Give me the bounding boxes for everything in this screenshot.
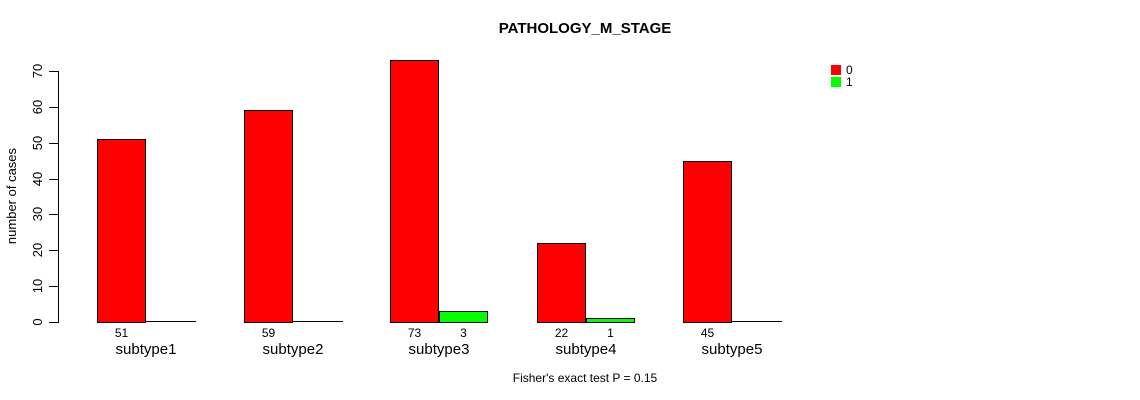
annotation-caption: Fisher's exact test P = 0.15 xyxy=(512,371,658,385)
y-tick-label: 50 xyxy=(30,135,45,151)
x-category-label: subtype5 xyxy=(701,341,763,358)
y-tick-label: 70 xyxy=(30,63,45,79)
zero-bar-subtype5-series1 xyxy=(732,321,782,322)
y-axis-tick xyxy=(49,71,58,72)
bar-value-label: 73 xyxy=(407,326,422,340)
zero-bar-subtype2-series1 xyxy=(293,321,343,322)
y-tick-label: 40 xyxy=(30,171,45,187)
y-tick-label: 0 xyxy=(30,318,45,326)
x-category-label: subtype3 xyxy=(408,341,470,358)
y-tick-label: 60 xyxy=(30,99,45,115)
y-axis-tick xyxy=(49,179,58,180)
legend-swatch-red xyxy=(831,65,841,75)
x-category-label: subtype4 xyxy=(555,341,617,358)
bar-subtype4-series0 xyxy=(537,243,586,323)
y-axis-tick xyxy=(49,286,58,287)
legend-swatch-green xyxy=(831,77,841,87)
y-axis-tick xyxy=(49,214,58,215)
y-axis-line xyxy=(58,71,59,323)
x-category-label: subtype1 xyxy=(115,341,177,358)
bar-subtype4-series1 xyxy=(586,318,635,323)
y-axis-tick xyxy=(49,107,58,108)
bar-value-label: 3 xyxy=(460,326,467,340)
bar-subtype1-series0 xyxy=(97,139,146,323)
bar-value-label: 51 xyxy=(114,326,129,340)
y-axis-tick xyxy=(49,322,58,323)
y-tick-label: 20 xyxy=(30,242,45,258)
legend: 0 1 xyxy=(831,63,853,89)
y-tick-label: 10 xyxy=(30,278,45,294)
bar-value-label: 1 xyxy=(607,326,614,340)
bar-subtype3-series0 xyxy=(390,60,439,323)
legend-item-1: 1 xyxy=(831,75,853,89)
y-tick-label: 30 xyxy=(30,206,45,222)
bar-value-label: 45 xyxy=(700,326,715,340)
x-category-label: subtype2 xyxy=(262,341,324,358)
legend-item-0: 0 xyxy=(831,63,853,77)
bar-subtype3-series1 xyxy=(439,311,488,323)
zero-bar-subtype1-series1 xyxy=(146,321,196,322)
y-axis-tick xyxy=(49,143,58,144)
legend-label-0: 0 xyxy=(846,63,853,77)
bar-value-label: 22 xyxy=(554,326,569,340)
y-axis-tick xyxy=(49,250,58,251)
bar-value-label: 59 xyxy=(261,326,276,340)
bar-subtype2-series0 xyxy=(244,110,293,323)
legend-label-1: 1 xyxy=(846,75,853,89)
chart-title: PATHOLOGY_M_STAGE xyxy=(498,20,672,37)
bar-subtype5-series0 xyxy=(683,161,732,323)
